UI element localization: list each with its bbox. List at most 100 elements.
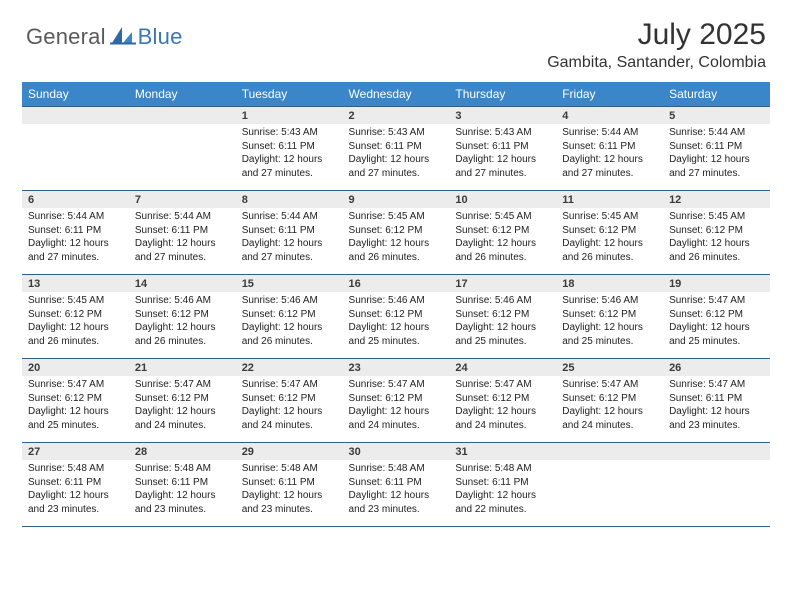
sunrise-line: Sunrise: 5:46 AM [349,294,444,308]
day-info-cell: Sunrise: 5:47 AMSunset: 6:12 PMDaylight:… [449,376,556,443]
sunset-line: Sunset: 6:11 PM [242,140,337,154]
day-info-cell [22,124,129,191]
day-info-cell: Sunrise: 5:48 AMSunset: 6:11 PMDaylight:… [129,460,236,527]
sunset-line: Sunset: 6:12 PM [28,392,123,406]
sunset-line: Sunset: 6:12 PM [28,308,123,322]
calendar-table: Sunday Monday Tuesday Wednesday Thursday… [22,82,770,527]
day-info-cell: Sunrise: 5:48 AMSunset: 6:11 PMDaylight:… [343,460,450,527]
daylight-line: Daylight: 12 hours and 25 minutes. [28,405,123,432]
daylight-line: Daylight: 12 hours and 23 minutes. [135,489,230,516]
sunset-line: Sunset: 6:11 PM [242,476,337,490]
day-number-cell: 17 [449,275,556,293]
day-info-cell: Sunrise: 5:44 AMSunset: 6:11 PMDaylight:… [129,208,236,275]
day-number-cell: 14 [129,275,236,293]
daylight-line: Daylight: 12 hours and 25 minutes. [349,321,444,348]
daylight-line: Daylight: 12 hours and 26 minutes. [28,321,123,348]
day-number-cell: 25 [556,359,663,377]
day-info-cell: Sunrise: 5:45 AMSunset: 6:12 PMDaylight:… [22,292,129,359]
sunrise-line: Sunrise: 5:47 AM [242,378,337,392]
sunrise-line: Sunrise: 5:44 AM [669,126,764,140]
day-number-cell: 19 [663,275,770,293]
day-info-row: Sunrise: 5:43 AMSunset: 6:11 PMDaylight:… [22,124,770,191]
sunset-line: Sunset: 6:11 PM [455,140,550,154]
daylight-line: Daylight: 12 hours and 27 minutes. [669,153,764,180]
day-info-cell: Sunrise: 5:48 AMSunset: 6:11 PMDaylight:… [236,460,343,527]
daylight-line: Daylight: 12 hours and 26 minutes. [242,321,337,348]
sunrise-line: Sunrise: 5:48 AM [455,462,550,476]
dow-thursday: Thursday [449,82,556,107]
day-info-cell: Sunrise: 5:43 AMSunset: 6:11 PMDaylight:… [236,124,343,191]
day-number-cell: 5 [663,107,770,125]
day-info-cell: Sunrise: 5:45 AMSunset: 6:12 PMDaylight:… [449,208,556,275]
day-number-cell: 13 [22,275,129,293]
sunrise-line: Sunrise: 5:45 AM [669,210,764,224]
daylight-line: Daylight: 12 hours and 27 minutes. [562,153,657,180]
sunset-line: Sunset: 6:11 PM [349,140,444,154]
month-title: July 2025 [547,18,766,52]
daylight-line: Daylight: 12 hours and 26 minutes. [562,237,657,264]
day-of-week-row: Sunday Monday Tuesday Wednesday Thursday… [22,82,770,107]
sunrise-line: Sunrise: 5:46 AM [135,294,230,308]
sunrise-line: Sunrise: 5:47 AM [562,378,657,392]
day-number-cell: 23 [343,359,450,377]
day-info-cell: Sunrise: 5:46 AMSunset: 6:12 PMDaylight:… [343,292,450,359]
sunset-line: Sunset: 6:11 PM [562,140,657,154]
sunset-line: Sunset: 6:12 PM [349,308,444,322]
day-info-cell [556,460,663,527]
dow-tuesday: Tuesday [236,82,343,107]
day-number-cell [22,107,129,125]
daylight-line: Daylight: 12 hours and 24 minutes. [562,405,657,432]
day-number-cell: 27 [22,443,129,461]
sunrise-line: Sunrise: 5:47 AM [28,378,123,392]
header: General Blue July 2025 Gambita, Santande… [22,18,770,78]
daylight-line: Daylight: 12 hours and 27 minutes. [349,153,444,180]
daylight-line: Daylight: 12 hours and 27 minutes. [242,237,337,264]
daylight-line: Daylight: 12 hours and 26 minutes. [669,237,764,264]
day-number-row: 13141516171819 [22,275,770,293]
sunset-line: Sunset: 6:12 PM [242,308,337,322]
day-number-cell: 30 [343,443,450,461]
day-info-row: Sunrise: 5:45 AMSunset: 6:12 PMDaylight:… [22,292,770,359]
day-number-row: 2728293031 [22,443,770,461]
day-info-cell: Sunrise: 5:44 AMSunset: 6:11 PMDaylight:… [22,208,129,275]
sunset-line: Sunset: 6:11 PM [135,224,230,238]
day-number-cell: 7 [129,191,236,209]
day-info-cell: Sunrise: 5:45 AMSunset: 6:12 PMDaylight:… [556,208,663,275]
sunrise-line: Sunrise: 5:48 AM [242,462,337,476]
day-number-cell: 6 [22,191,129,209]
daylight-line: Daylight: 12 hours and 24 minutes. [242,405,337,432]
sunset-line: Sunset: 6:11 PM [28,476,123,490]
sunrise-line: Sunrise: 5:45 AM [455,210,550,224]
day-number-cell: 21 [129,359,236,377]
sunrise-line: Sunrise: 5:48 AM [349,462,444,476]
sunset-line: Sunset: 6:11 PM [242,224,337,238]
location-subtitle: Gambita, Santander, Colombia [547,54,766,72]
sunrise-line: Sunrise: 5:44 AM [562,126,657,140]
daylight-line: Daylight: 12 hours and 23 minutes. [349,489,444,516]
day-number-cell: 26 [663,359,770,377]
brand-word-2: Blue [138,24,183,50]
sunset-line: Sunset: 6:12 PM [455,224,550,238]
sunset-line: Sunset: 6:12 PM [455,308,550,322]
day-number-cell: 2 [343,107,450,125]
daylight-line: Daylight: 12 hours and 22 minutes. [455,489,550,516]
day-info-cell: Sunrise: 5:47 AMSunset: 6:12 PMDaylight:… [236,376,343,443]
day-number-cell [663,443,770,461]
daylight-line: Daylight: 12 hours and 27 minutes. [28,237,123,264]
sunset-line: Sunset: 6:12 PM [669,224,764,238]
day-info-cell: Sunrise: 5:48 AMSunset: 6:11 PMDaylight:… [449,460,556,527]
dow-wednesday: Wednesday [343,82,450,107]
day-number-cell: 12 [663,191,770,209]
day-number-cell: 29 [236,443,343,461]
day-number-row: 20212223242526 [22,359,770,377]
day-number-cell: 18 [556,275,663,293]
day-number-cell: 4 [556,107,663,125]
sunrise-line: Sunrise: 5:43 AM [242,126,337,140]
day-info-cell: Sunrise: 5:46 AMSunset: 6:12 PMDaylight:… [129,292,236,359]
day-info-cell [663,460,770,527]
day-number-cell: 28 [129,443,236,461]
dow-saturday: Saturday [663,82,770,107]
sunrise-line: Sunrise: 5:46 AM [455,294,550,308]
daylight-line: Daylight: 12 hours and 27 minutes. [135,237,230,264]
day-number-cell: 1 [236,107,343,125]
